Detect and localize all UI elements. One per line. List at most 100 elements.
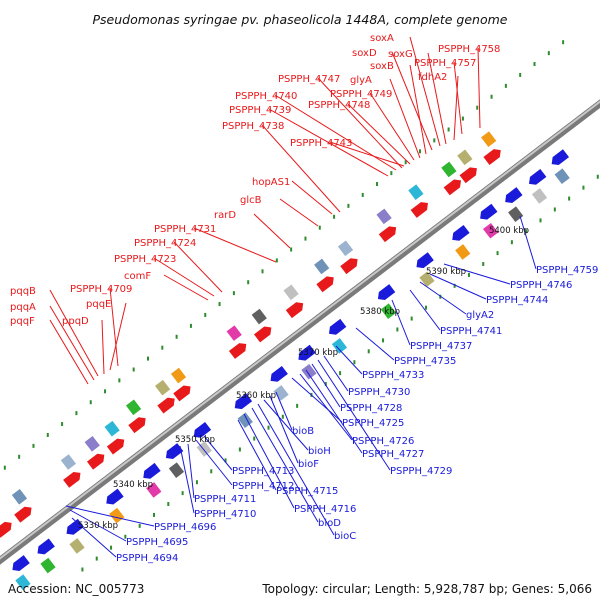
reverse-gene-label: bioF [298, 459, 319, 470]
leader-line [69, 509, 127, 542]
feature-block [455, 244, 471, 260]
reverse-gene-arrow [328, 318, 347, 335]
reverse-gene-arrow [165, 443, 184, 459]
tick-dot [568, 196, 571, 201]
forward-gene-arrow [483, 149, 501, 165]
feature-block [273, 385, 289, 401]
tick-dot [547, 51, 550, 56]
tick-dot [439, 294, 442, 299]
tick-dot [61, 422, 64, 427]
reverse-gene-arrow [298, 344, 316, 361]
reverse-gene-label: PSPPH_4735 [394, 356, 456, 367]
leader-line [409, 289, 441, 331]
leader-line [71, 517, 117, 558]
tick-dot [404, 160, 407, 165]
genome-backbone [0, 99, 600, 565]
forward-gene-arrow [106, 438, 125, 455]
leader-line [355, 327, 395, 361]
feature-block [125, 399, 142, 416]
reverse-gene-label: PSPPH_4696 [154, 522, 216, 533]
label-leader-lines [49, 36, 537, 558]
reverse-gene-label: PSPPH_4713 [232, 466, 294, 477]
reverse-gene-label: PSPPH_4733 [362, 370, 424, 381]
leader-line [519, 215, 537, 270]
tick-dot [553, 207, 556, 212]
reverse-gene-label: PSPPH_4727 [362, 449, 424, 460]
forward-gene-arrow [14, 506, 32, 523]
reverse-gene-label: bioH [308, 446, 331, 457]
tick-dot [224, 458, 227, 463]
leader-line [153, 257, 215, 297]
forward-gene-label: PSPPH_4738 [222, 121, 284, 132]
leader-line [335, 345, 363, 375]
forward-gene-label: PSPPH_4749 [330, 89, 392, 100]
reverse-gene-arrow [37, 538, 55, 555]
tick-dot [510, 240, 513, 245]
reverse-gene-arrow [551, 149, 570, 166]
forward-gene-arrow [0, 521, 12, 538]
leader-line [49, 319, 89, 385]
leader-line [409, 36, 441, 147]
leader-line [251, 407, 319, 523]
forward-gene-label: comF [124, 271, 151, 282]
leader-line [257, 403, 335, 536]
forward-gene-label: PSPPH_4724 [134, 238, 196, 249]
tick-dot [18, 454, 21, 459]
tick-dot [304, 236, 307, 241]
reverse-gene-label: PSPPH_4694 [116, 553, 178, 564]
reverse-gene-arrow [505, 187, 523, 203]
tick-dot [396, 327, 399, 332]
reverse-gene-label: PSPPH_4729 [390, 466, 452, 477]
reverse-gene-arrow [416, 252, 434, 269]
kbp-label: 5330 kbp [78, 521, 118, 531]
forward-gene-label: soxB [370, 61, 394, 72]
tick-dot [433, 138, 436, 143]
forward-gene-arrow [157, 397, 175, 414]
forward-gene-arrow [253, 326, 272, 343]
feature-block [301, 363, 317, 380]
reverse-gene-label: PSPPH_4728 [340, 403, 402, 414]
tick-dot [447, 127, 450, 132]
tick-dot [418, 149, 421, 154]
tick-dot [118, 378, 121, 383]
leader-line [237, 419, 277, 491]
feature-block [441, 161, 457, 178]
leader-line [369, 92, 415, 161]
forward-gene-label: pqqF [10, 316, 35, 327]
reverse-gene-arrow [66, 518, 84, 535]
forward-gene-arrow [443, 179, 462, 196]
tick-dot [376, 182, 379, 187]
tick-dot [218, 302, 221, 307]
forward-gene-label: PSPPH_4757 [414, 58, 476, 69]
tick-dot [138, 523, 141, 528]
tick-dot [562, 40, 565, 45]
reverse-gene-label: PSPPH_4741 [440, 326, 502, 337]
kbp-label: 5400 kbp [489, 226, 529, 236]
reverse-gene-label: PSPPH_4715 [276, 486, 338, 497]
kbp-label: 5370 kbp [298, 348, 338, 358]
leader-line [305, 369, 363, 454]
forward-gene-label: PSPPH_4731 [154, 224, 216, 235]
forward-gene-label: ppqD [62, 316, 89, 327]
feature-block [482, 222, 499, 239]
forward-gene-label: soxG [388, 49, 413, 60]
tick-dot [3, 465, 6, 470]
forward-gene-label: PSPPH_4740 [235, 91, 297, 102]
reverse-gene-label: PSPPH_4726 [352, 436, 414, 447]
forward-gene-arrow [340, 258, 358, 275]
leader-line [443, 263, 511, 285]
leader-line [109, 302, 127, 371]
tick-dot [519, 72, 522, 77]
forward-gene-label: soxD [352, 48, 377, 59]
leader-line [179, 445, 195, 514]
tick-dot [281, 414, 284, 419]
tick-dot [247, 280, 250, 285]
leader-line [263, 399, 309, 451]
tick-dot [124, 534, 127, 539]
reverse-gene-arrow [143, 462, 161, 479]
forward-gene-arrow [173, 385, 191, 402]
leader-line [253, 213, 291, 249]
feature-block [154, 379, 171, 396]
gene-labels: pqqF pqqA pqqB ppqD pqqE PSPPH_4709 comF PSPPH_… [10, 33, 598, 564]
